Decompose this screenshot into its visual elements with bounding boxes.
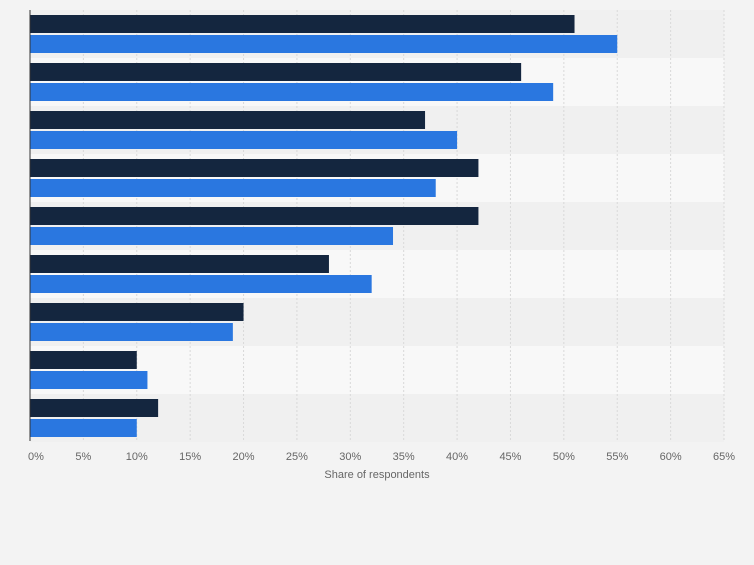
- bar: [30, 351, 137, 369]
- x-tick-label: 10%: [126, 451, 148, 463]
- x-tick-label: 30%: [339, 451, 361, 463]
- bar: [30, 227, 394, 245]
- x-tick-labels: 0% 5% 10% 15% 20% 25% 30% 35% 40% 45% 50% 55% 60% 65%: [28, 451, 735, 463]
- bar: [30, 35, 618, 53]
- x-tick-label: 60%: [660, 451, 682, 463]
- bars: [30, 15, 618, 437]
- x-tick-label: 35%: [393, 451, 415, 463]
- x-tick-label: 15%: [179, 451, 201, 463]
- bar: [30, 303, 244, 321]
- bar: [30, 111, 426, 129]
- bar: [30, 179, 436, 197]
- x-tick-label: 0%: [28, 451, 44, 463]
- x-tick-label: 40%: [446, 451, 468, 463]
- x-tick-label: 5%: [75, 451, 91, 463]
- bar: [30, 371, 148, 389]
- bar: [30, 255, 329, 273]
- bar: [30, 131, 458, 149]
- x-tick-label: 65%: [713, 451, 735, 463]
- bar: [30, 83, 554, 101]
- bar: [30, 399, 159, 417]
- x-tick-label: 50%: [553, 451, 575, 463]
- x-tick-label: 55%: [606, 451, 628, 463]
- x-tick-label: 20%: [233, 451, 255, 463]
- bar: [30, 275, 372, 293]
- bar: [30, 207, 479, 225]
- x-tick-label: 45%: [499, 451, 521, 463]
- bar: [30, 159, 479, 177]
- bar: [30, 63, 522, 81]
- x-tick-label: 25%: [286, 451, 308, 463]
- x-axis-title: Share of respondents: [324, 469, 430, 481]
- bar: [30, 323, 233, 341]
- bar: [30, 15, 575, 33]
- bar: [30, 419, 137, 437]
